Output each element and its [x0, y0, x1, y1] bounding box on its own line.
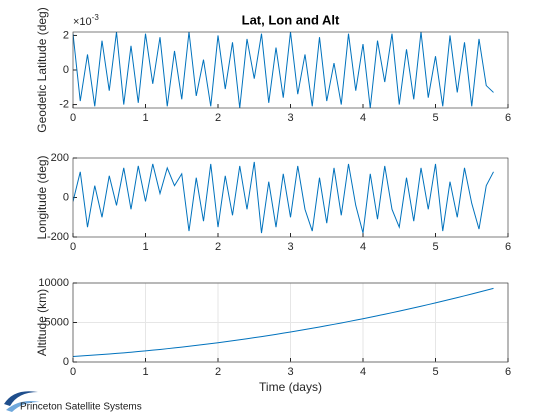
- x-tick-label: 4: [360, 366, 366, 378]
- x-axis-label: Time (days): [259, 380, 322, 394]
- logo-swoosh: [6, 401, 40, 412]
- x-tick-label: 4: [360, 112, 366, 124]
- y-tick-label: 0: [63, 64, 69, 76]
- x-tick-label: 5: [432, 366, 438, 378]
- y-tick-label: 10000: [38, 277, 69, 289]
- logo-text: Princeton Satellite Systems: [20, 402, 142, 413]
- x-tick-label: 6: [505, 112, 511, 124]
- x-tick-label: 3: [287, 112, 293, 124]
- logo-swoosh: [4, 391, 38, 406]
- exponent-power: -3: [92, 13, 100, 22]
- x-tick-label: 3: [287, 366, 293, 378]
- y-tick-label: 200: [51, 152, 69, 164]
- x-tick-label: 3: [287, 241, 293, 253]
- chart-title: Lat, Lon and Alt: [242, 12, 340, 27]
- axes-box: [72, 282, 509, 363]
- x-tick-label: 6: [505, 241, 511, 253]
- x-tick-label: 2: [215, 366, 221, 378]
- data-line: [73, 161, 494, 234]
- axes-box: [72, 31, 509, 109]
- exponent-base: ×10: [73, 16, 92, 28]
- x-tick-label: 5: [432, 112, 438, 124]
- x-tick-label: 1: [142, 241, 148, 253]
- x-tick-label: 0: [70, 241, 76, 253]
- x-tick-label: 2: [215, 241, 221, 253]
- y-tick-label: -200: [47, 231, 69, 243]
- data-line: [73, 32, 494, 108]
- x-tick-label: 4: [360, 241, 366, 253]
- axes-box: [72, 157, 509, 238]
- x-tick-label: 6: [505, 366, 511, 378]
- x-tick-label: 5: [432, 241, 438, 253]
- y-tick-label: 5000: [45, 316, 69, 328]
- y-tick-label: 2: [63, 29, 69, 41]
- x-tick-label: 2: [215, 112, 221, 124]
- x-tick-label: 1: [142, 112, 148, 124]
- y-tick-label: 0: [63, 356, 69, 368]
- x-tick-label: 0: [70, 366, 76, 378]
- y-axis-label: Longitude (deg): [35, 155, 49, 239]
- y-tick-label: 0: [63, 191, 69, 203]
- x-tick-label: 0: [70, 112, 76, 124]
- x-tick-label: 1: [142, 366, 148, 378]
- data-line: [73, 287, 494, 357]
- axes-background: [73, 158, 508, 237]
- y-axis-label: Altitude (km): [35, 289, 49, 356]
- y-axis-label: Geodetic Latitude (deg): [35, 7, 49, 132]
- axes-background: [73, 32, 508, 108]
- logo: Princeton Satellite Systems: [4, 391, 142, 413]
- axis-exponent: ×10-3: [73, 13, 99, 28]
- y-tick-label: -2: [59, 98, 69, 110]
